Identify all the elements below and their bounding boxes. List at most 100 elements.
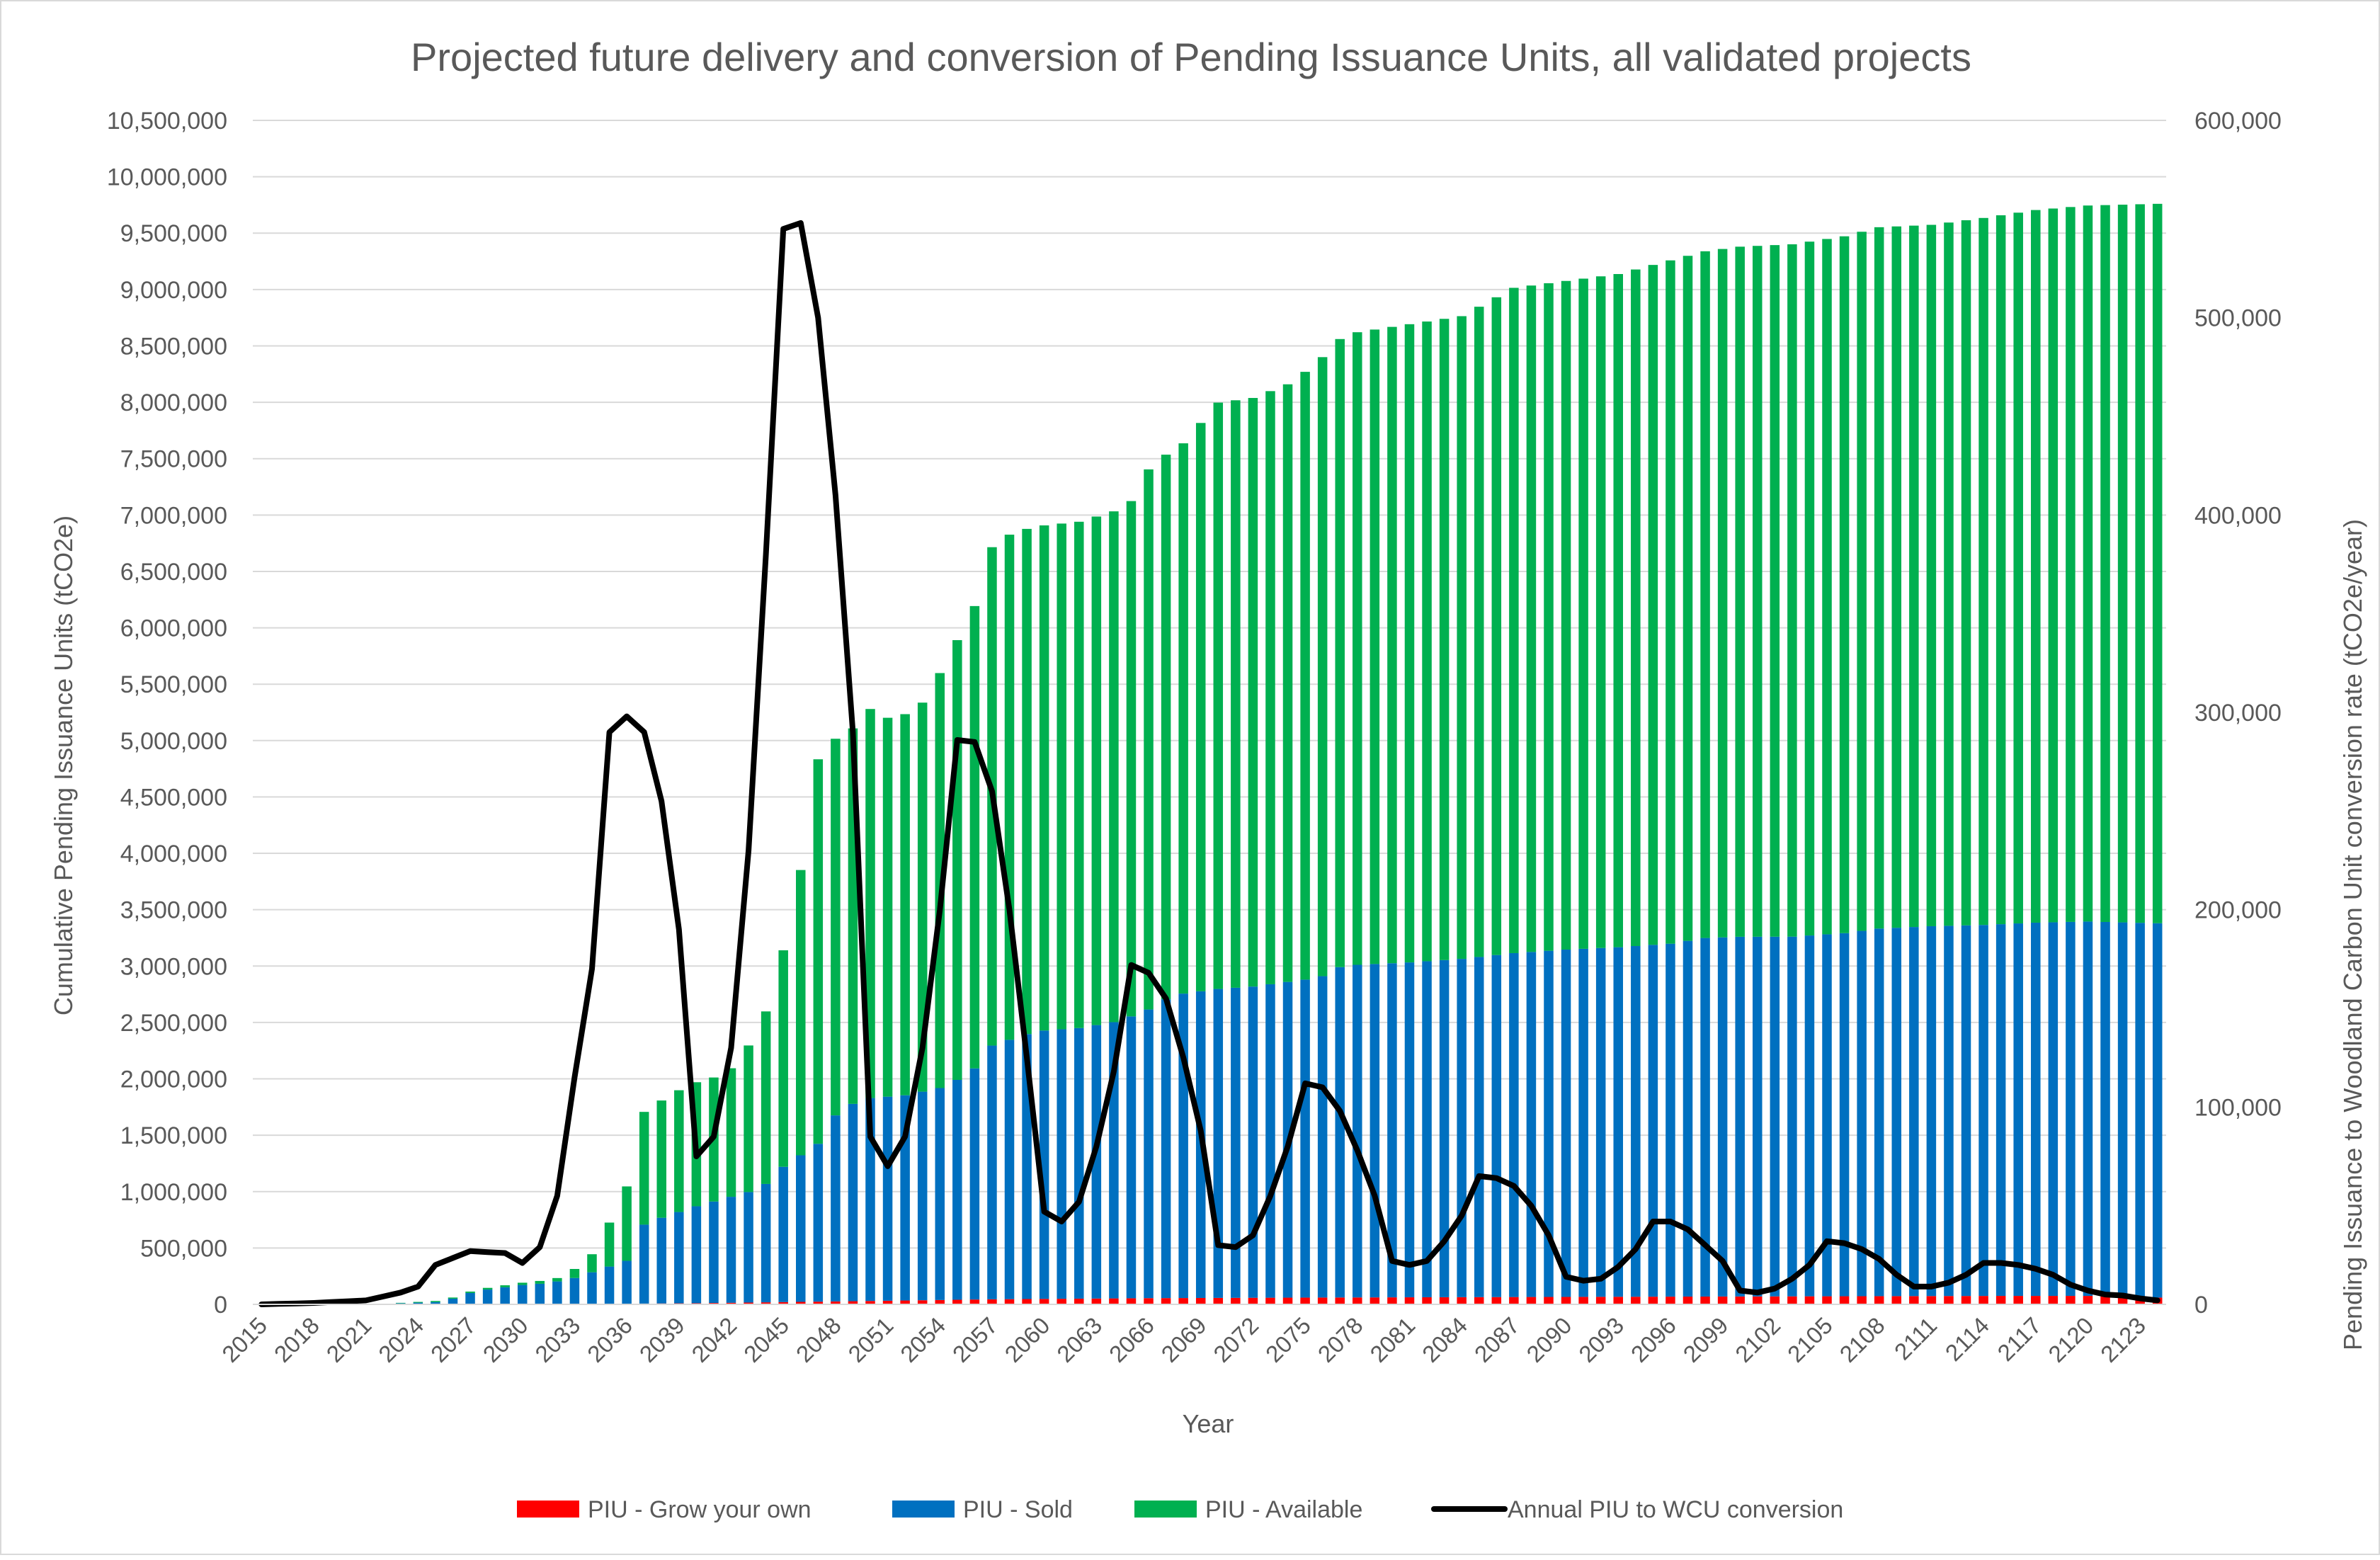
bar-grow-your-own [1213, 1297, 1224, 1304]
bar-available [1074, 521, 1084, 1028]
bar-grow-your-own [1631, 1297, 1641, 1304]
bar-sold [1752, 936, 1763, 1297]
legend-label: PIU - Grow your own [588, 1496, 812, 1523]
bar-available [1578, 278, 1588, 949]
bar-grow-your-own [1370, 1297, 1380, 1304]
bar-sold [952, 1080, 962, 1300]
bar-sold [552, 1281, 562, 1304]
bar-sold [1978, 925, 1988, 1297]
bar-sold [1666, 943, 1675, 1297]
bar-sold [431, 1302, 440, 1304]
bar-sold [1613, 947, 1624, 1297]
x-tick-label: 2072 [1208, 1312, 1263, 1367]
bar-grow-your-own [1265, 1297, 1275, 1304]
bar-available [1961, 220, 1971, 926]
chart-title: Projected future delivery and conversion… [411, 35, 1971, 79]
bar-grow-your-own [1787, 1296, 1797, 1304]
bar-grow-your-own [1091, 1298, 1102, 1304]
bar-available [1161, 455, 1171, 1000]
bar-available [1439, 319, 1450, 960]
bar-available [448, 1297, 458, 1299]
bar-available [865, 709, 875, 1098]
bar-grow-your-own [1439, 1297, 1450, 1304]
bar-available [1822, 239, 1832, 935]
bar-available [1144, 469, 1154, 1010]
legend-swatch [892, 1501, 955, 1518]
bars [378, 203, 2163, 1305]
bar-sold [1370, 964, 1380, 1298]
y-tick-label: 10,000,000 [107, 164, 227, 191]
bar-sold [1561, 950, 1571, 1297]
y2-tick-label: 300,000 [2194, 700, 2282, 727]
bar-available [1387, 326, 1397, 964]
x-tick-label: 2042 [686, 1312, 741, 1367]
bar-grow-your-own [1474, 1297, 1484, 1304]
bar-sold [1770, 936, 1780, 1297]
bar-grow-your-own [935, 1299, 945, 1304]
bar-available [431, 1301, 440, 1302]
bar-sold [1231, 987, 1241, 1298]
y-tick-label: 3,000,000 [120, 953, 227, 980]
bar-sold [900, 1095, 910, 1301]
bar-sold [448, 1298, 458, 1304]
axes: 0 500,000 1,000,000 1,500,000 2,000,000 2,500… [107, 108, 2282, 1367]
bar-sold [1491, 955, 1502, 1297]
bar-available [1682, 256, 1693, 941]
bar-grow-your-own [1161, 1298, 1171, 1304]
bar-available [1595, 276, 1606, 948]
bar-available [1178, 443, 1188, 994]
bar-sold [1335, 967, 1345, 1298]
x-tick-label: 2030 [478, 1312, 533, 1367]
bar-available [1752, 246, 1763, 937]
bar-grow-your-own [1317, 1297, 1328, 1304]
bar-grow-your-own [917, 1300, 928, 1304]
bar-grow-your-own [1752, 1296, 1763, 1304]
bar-sold [2083, 921, 2093, 1297]
x-tick-label: 2105 [1782, 1312, 1838, 1367]
bar-grow-your-own [2048, 1296, 2059, 1304]
bar-available [1891, 226, 1902, 928]
legend-swatch [1134, 1501, 1197, 1518]
y-tick-label: 9,500,000 [120, 220, 227, 247]
bar-grow-your-own [1839, 1296, 1850, 1304]
y-tick-label: 8,000,000 [120, 389, 227, 416]
bar-sold [1648, 945, 1658, 1297]
bar-available [535, 1280, 545, 1284]
bar-sold [1944, 926, 1954, 1297]
bar-available [396, 1302, 406, 1304]
bar-available [1926, 224, 1937, 926]
bar-grow-your-own [1004, 1299, 1015, 1304]
bar-available [2100, 205, 2110, 922]
bar-available [2066, 207, 2076, 922]
bar-sold [813, 1144, 824, 1302]
bar-available [1648, 265, 1658, 945]
x-tick-label: 2078 [1313, 1312, 1368, 1367]
bar-sold [709, 1201, 719, 1304]
y2-tick-label: 100,000 [2194, 1094, 2282, 1121]
bar-available [1213, 402, 1224, 989]
bar-grow-your-own [2013, 1296, 2023, 1304]
bar-available [2083, 205, 2093, 922]
bar-grow-your-own [831, 1301, 841, 1304]
bar-sold [1213, 989, 1224, 1298]
bar-sold [1126, 1016, 1137, 1299]
bar-available [622, 1186, 632, 1261]
bar-available [674, 1090, 684, 1212]
bar-available [1317, 357, 1328, 977]
bar-grow-your-own [1509, 1297, 1519, 1304]
x-tick-label: 2084 [1417, 1312, 1472, 1367]
x-tick-label: 2090 [1521, 1312, 1576, 1367]
bar-sold [2013, 923, 2023, 1297]
bar-sold [987, 1045, 997, 1299]
x-tick-label: 2108 [1835, 1312, 1890, 1367]
bar-available [1248, 397, 1258, 987]
x-tick-label: 2117 [1992, 1312, 2046, 1366]
bar-available [1804, 241, 1815, 936]
bar-grow-your-own [1804, 1296, 1815, 1304]
bar-sold [1509, 952, 1519, 1297]
y-tick-label: 0 [214, 1292, 227, 1319]
x-tick-label: 2069 [1156, 1312, 1212, 1367]
bar-available [1509, 287, 1519, 953]
y2-axis-label: Pending Issuance to Woodland Carbon Unit… [2338, 519, 2367, 1350]
bar-grow-your-own [2066, 1296, 2076, 1304]
